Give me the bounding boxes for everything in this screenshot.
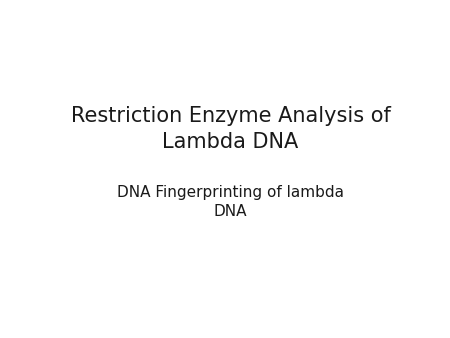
Text: Restriction Enzyme Analysis of
Lambda DNA: Restriction Enzyme Analysis of Lambda DN…: [71, 106, 391, 152]
Text: DNA Fingerprinting of lambda
DNA: DNA Fingerprinting of lambda DNA: [117, 185, 344, 219]
